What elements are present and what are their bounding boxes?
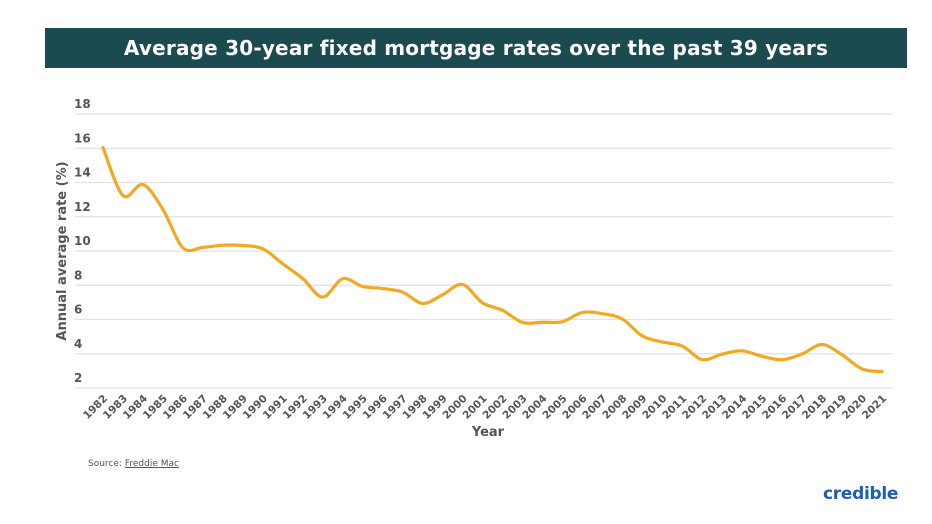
y-tick-label: 16 — [74, 131, 91, 145]
y-tick-label: 12 — [74, 200, 91, 214]
x-axis-label: Year — [471, 425, 505, 440]
y-tick-label: 8 — [74, 268, 82, 282]
y-tick-label: 14 — [74, 166, 91, 180]
y-tick-label: 4 — [74, 337, 82, 351]
y-tick-label: 10 — [74, 234, 91, 248]
y-tick-label: 18 — [74, 97, 91, 111]
chart-title: Average 30-year fixed mortgage rates ove… — [45, 28, 907, 68]
y-tick-label: 2 — [74, 371, 82, 385]
source-label: Source: — [88, 459, 122, 469]
source-note: Source: Freddie Mac — [88, 459, 179, 469]
series-line — [101, 145, 884, 374]
y-axis-label: Annual average rate (%) — [55, 161, 70, 340]
credible-logo: credible — [823, 484, 899, 504]
y-tick-label: 6 — [74, 303, 82, 317]
source-link[interactable]: Freddie Mac — [124, 459, 179, 469]
